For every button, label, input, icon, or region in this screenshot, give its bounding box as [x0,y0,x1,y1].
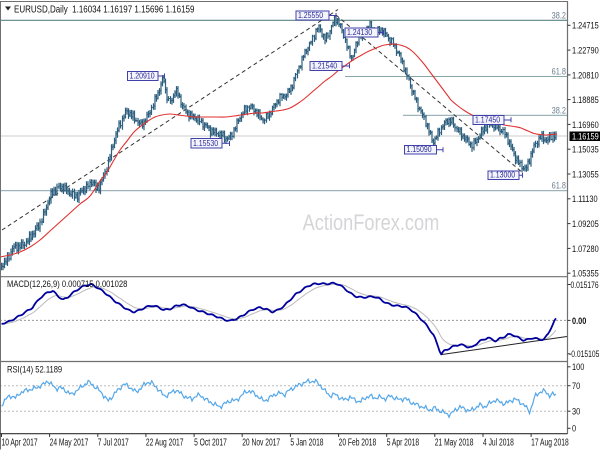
svg-text:21 May 2018: 21 May 2018 [435,436,474,448]
svg-text:10 Apr 2017: 10 Apr 2017 [2,436,38,448]
svg-text:0: 0 [572,423,576,434]
svg-text:1.11130: 1.11130 [572,193,598,204]
svg-text:1.21540: 1.21540 [312,61,338,71]
svg-text:1.22790: 1.22790 [572,45,599,56]
svg-text:1.24130: 1.24130 [347,28,373,38]
svg-text:1.20810: 1.20810 [572,69,599,80]
svg-text:1.15090: 1.15090 [407,145,433,155]
svg-text:61.8: 61.8 [552,67,567,77]
svg-text:1.15035: 1.15035 [572,144,599,155]
svg-text:1.16960: 1.16960 [572,119,599,130]
svg-text:4 Jul 2018: 4 Jul 2018 [483,436,514,448]
svg-text:1.05355: 1.05355 [572,268,599,279]
svg-text:RSI(14) 52.1189: RSI(14) 52.1189 [7,364,62,375]
svg-text:61.8: 61.8 [552,181,567,191]
svg-text:24 May 2017: 24 May 2017 [50,436,89,448]
svg-text:-0.015105: -0.015105 [569,349,600,359]
svg-text:22 Aug 2017: 22 Aug 2017 [146,436,184,448]
svg-text:1.13000: 1.13000 [490,170,516,180]
svg-text:5 Oct 2017: 5 Oct 2017 [194,436,227,448]
svg-text:5 Jan 2018: 5 Jan 2018 [290,436,323,448]
svg-text:1.15530: 1.15530 [193,139,219,149]
svg-text:1.24715: 1.24715 [572,20,599,31]
svg-text:1.07280: 1.07280 [572,243,599,254]
svg-text:20 Nov 2017: 20 Nov 2017 [242,436,280,448]
svg-text:0.015176: 0.015176 [571,280,599,290]
svg-text:70: 70 [572,380,580,391]
svg-text:100: 100 [572,361,585,372]
svg-text:1.18885: 1.18885 [572,94,599,105]
svg-text:MACD(12,26,9) 0.000715 0.00102: MACD(12,26,9) 0.000715 0.001028 [7,278,127,289]
svg-text:5 Apr 2018: 5 Apr 2018 [387,436,420,448]
svg-text:1.25550: 1.25550 [298,11,324,21]
svg-text:ActionForex.com: ActionForex.com [303,210,440,235]
svg-text:17 Aug 2018: 17 Aug 2018 [531,436,569,448]
svg-text:20 Feb 2018: 20 Feb 2018 [339,436,377,448]
svg-text:1.13055: 1.13055 [572,168,599,179]
svg-text:EURUSD,Daily 1.16034 1.16197: EURUSD,Daily 1.16034 1.16197 1.15696 1.1… [14,4,194,15]
svg-text:7 Jul 2017: 7 Jul 2017 [98,436,129,448]
svg-text:38.2: 38.2 [552,106,567,116]
svg-text:38.2: 38.2 [552,11,567,21]
svg-text:30: 30 [572,406,580,417]
svg-text:0.00: 0.00 [572,315,587,326]
svg-text:1.16159: 1.16159 [572,131,599,142]
svg-text:1.09205: 1.09205 [572,218,599,229]
svg-text:1.20910: 1.20910 [130,71,156,81]
svg-text:1.17450: 1.17450 [475,115,501,125]
